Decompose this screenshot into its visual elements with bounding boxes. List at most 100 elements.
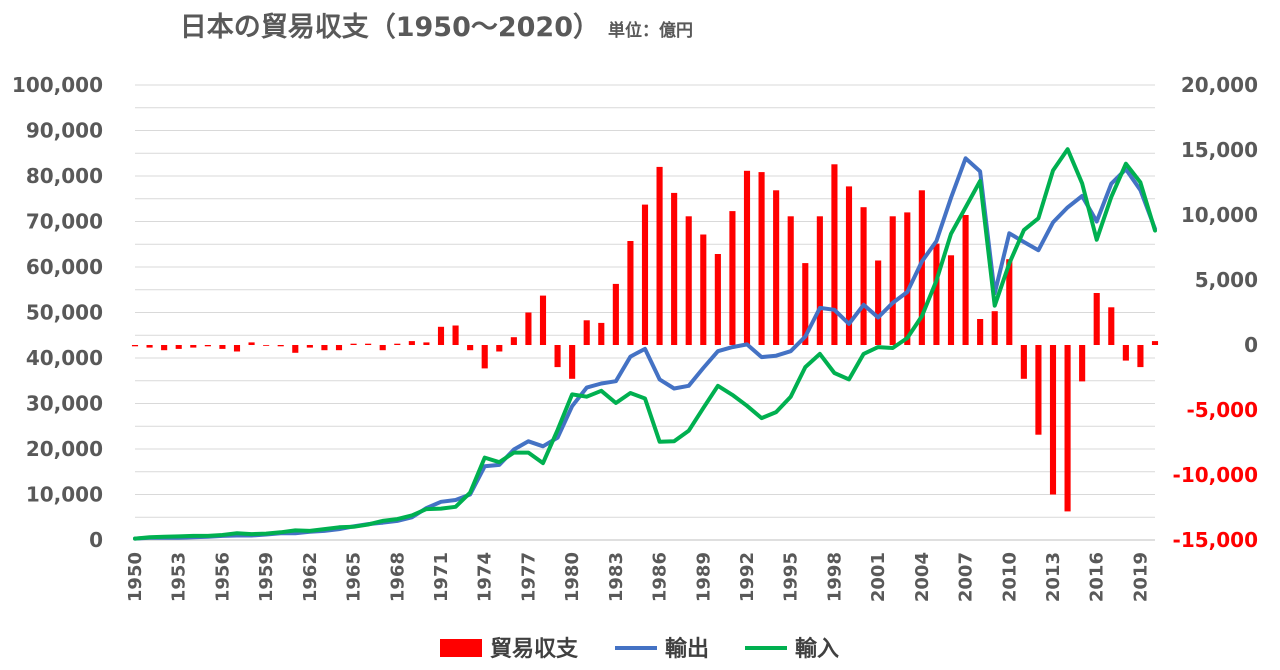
chart-title-group: 日本の貿易収支（1950～2020） 単位：億円 xyxy=(180,12,693,43)
trade-balance-bar xyxy=(1108,307,1115,345)
trade-balance-bar xyxy=(802,263,809,345)
trade-balance-bar xyxy=(452,325,459,345)
x-tick-label: 1977 xyxy=(518,552,539,602)
trade-balance-bar xyxy=(394,343,401,345)
x-tick-label: 1965 xyxy=(344,552,365,602)
chart-unit-label: 単位：億円 xyxy=(608,20,693,41)
trade-balance-bar xyxy=(1006,259,1013,345)
x-axis-ticks: 1950 1953 1956 1959 1962 1965 1968 1971 1974 1977… xyxy=(125,552,1151,602)
left-tick-label: 50,000 xyxy=(26,301,103,325)
x-tick-label: 1995 xyxy=(781,552,802,602)
x-tick-label: 1968 xyxy=(387,552,408,602)
trade-balance-bar xyxy=(408,341,415,345)
trade-balance-bar xyxy=(131,345,139,347)
x-tick-label: 1953 xyxy=(169,552,190,602)
trade-balance-bar xyxy=(467,345,474,351)
trade-balance-bar xyxy=(292,345,299,353)
chart-title: 日本の貿易収支（1950～2020） xyxy=(180,12,600,43)
trade-balance-bar xyxy=(598,322,605,345)
right-tick-label: -10,000 xyxy=(1173,463,1258,487)
legend-label: 貿易収支 xyxy=(490,637,579,662)
trade-balance-bar xyxy=(175,345,182,349)
trade-balance-bar xyxy=(700,234,707,345)
trade-balance-bar xyxy=(379,345,386,351)
trade-balance-bar xyxy=(335,345,343,351)
x-tick-label: 1962 xyxy=(300,552,321,602)
trade-balance-bar xyxy=(977,319,984,345)
trade-balance-bar xyxy=(539,295,547,345)
trade-balance-bar xyxy=(656,166,663,345)
left-tick-label: 100,000 xyxy=(12,73,103,97)
trade-balance-bar xyxy=(1137,345,1144,368)
trade-balance-bar xyxy=(889,216,896,345)
trade-balance-bar xyxy=(685,216,692,345)
trade-balance-bar xyxy=(496,345,503,352)
x-tick-label: 1980 xyxy=(562,552,583,602)
trade-balance-bar xyxy=(365,343,372,345)
trade-balance-bar xyxy=(1020,345,1027,379)
left-tick-label: 70,000 xyxy=(26,210,103,234)
legend-swatch-bar xyxy=(440,639,482,657)
trade-balance-bar xyxy=(190,345,197,348)
right-tick-label: 20,000 xyxy=(1181,73,1258,97)
trade-balance-bar xyxy=(1064,345,1071,512)
trade-balance-bar xyxy=(510,337,517,345)
trade-balance-bar xyxy=(1122,345,1129,361)
x-tick-label: 1971 xyxy=(431,552,452,602)
trade-balance-bar xyxy=(233,345,241,352)
trade-balance-bar xyxy=(875,260,882,345)
trade-balance-bar xyxy=(933,243,940,345)
trade-balance-bar xyxy=(350,343,357,345)
legend: 貿易収支 輸出 輸入 xyxy=(440,636,839,662)
trade-balance-bar xyxy=(918,190,925,345)
trade-balance-bar xyxy=(773,190,780,345)
trade-balance-bar xyxy=(583,320,590,345)
x-tick-label: 2019 xyxy=(1130,552,1151,602)
trade-balance-bar xyxy=(321,345,328,351)
import-line xyxy=(133,147,1157,541)
trade-balance-bar xyxy=(1079,345,1086,382)
right-tick-label: 0 xyxy=(1244,333,1258,357)
trade-balance-bar xyxy=(1093,293,1100,345)
right-tick-label: 5,000 xyxy=(1195,268,1258,292)
trade-balance-bar xyxy=(525,312,532,345)
trade-balance-bar xyxy=(263,345,270,346)
x-tick-label: 1989 xyxy=(693,552,714,602)
x-tick-label: 2016 xyxy=(1087,552,1108,602)
trade-balance-bar xyxy=(204,345,211,347)
trade-balance-bar xyxy=(627,241,634,345)
left-tick-label: 80,000 xyxy=(26,164,103,188)
trade-balance-bar xyxy=(962,215,969,345)
left-tick-label: 60,000 xyxy=(26,255,103,279)
x-tick-label: 2004 xyxy=(912,552,933,602)
trade-balance-bar xyxy=(729,211,736,345)
x-tick-label: 2007 xyxy=(956,552,977,602)
x-tick-label: 1998 xyxy=(824,552,845,602)
right-tick-label: -15,000 xyxy=(1173,528,1258,552)
trade-balance-bar xyxy=(991,311,998,345)
left-tick-label: 20,000 xyxy=(26,437,103,461)
right-tick-label: 15,000 xyxy=(1181,138,1258,162)
trade-balance-bar xyxy=(481,345,488,369)
left-tick-label: 0 xyxy=(89,528,103,552)
x-tick-label: 1983 xyxy=(606,552,627,602)
trade-balance-bar xyxy=(1151,341,1159,345)
trade-balance-bars xyxy=(131,164,1159,512)
trade-balance-bar xyxy=(161,345,168,351)
trade-balance-bar xyxy=(787,216,794,345)
right-tick-label: -5,000 xyxy=(1186,398,1258,422)
series-lines xyxy=(133,147,1157,541)
legend-label: 輸出 xyxy=(665,636,709,662)
x-tick-label: 2010 xyxy=(999,552,1020,602)
trade-balance-bar xyxy=(219,345,226,349)
trade-balance-bar xyxy=(277,345,284,347)
right-axis-ticks: -15,000 -10,000 -5,000 0 5,000 10,000 15,000 20… xyxy=(1173,73,1258,552)
trade-balance-bar xyxy=(816,216,823,345)
trade-balance-bar xyxy=(612,283,619,345)
trade-balance-bar xyxy=(714,254,721,345)
x-tick-label: 1956 xyxy=(212,552,233,602)
trade-balance-bar xyxy=(306,345,313,348)
trade-balance-bar xyxy=(860,207,867,345)
trade-balance-bar xyxy=(437,326,445,345)
